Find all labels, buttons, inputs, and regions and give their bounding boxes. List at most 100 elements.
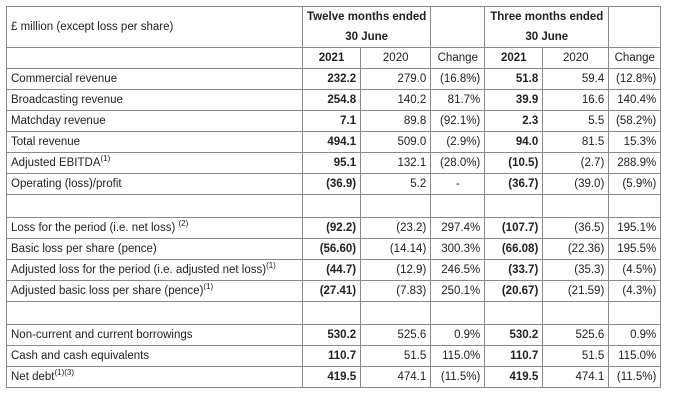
value-2020-12m: 279.0 — [360, 68, 432, 90]
spacer-cell — [430, 301, 486, 325]
twelve-months-header: Twelve months ended 30 June — [301, 6, 432, 48]
value-2021-3m: (20.67) — [484, 280, 544, 302]
row-label-cell: Cash and cash equivalents — [6, 345, 303, 367]
column-header-row: 2021 2020 Change 2021 2020 Change — [6, 47, 662, 69]
value-2021-12m: (36.9) — [301, 173, 362, 195]
col-2021-3m: 2021 — [484, 47, 544, 69]
financial-summary-table: £ million (except loss per share) Twelve… — [6, 6, 662, 388]
value-2020-12m: 140.2 — [360, 89, 432, 111]
spacer-cell — [360, 301, 432, 325]
row-label: Basic loss per share (pence) — [11, 243, 157, 255]
row-label-cell: Adjusted basic loss per share (pence)(1) — [6, 280, 303, 302]
row-label-cell: Non-current and current borrowings — [6, 324, 303, 346]
row-label: Adjusted loss for the period (i.e. adjus… — [11, 264, 267, 276]
row-label-cell: Basic loss per share (pence) — [6, 238, 303, 260]
value-2020-12m: 132.1 — [360, 152, 432, 174]
column-header-blank — [6, 47, 303, 69]
row-label: Cash and cash equivalents — [11, 350, 150, 362]
value-2021-3m: 51.8 — [484, 68, 544, 90]
value-2021-12m: 254.8 — [301, 89, 362, 111]
value-2021-12m: (27.41) — [301, 280, 362, 302]
row-label: Commercial revenue — [11, 73, 118, 85]
value-2020-3m: 525.6 — [542, 324, 610, 346]
row-label: Total revenue — [11, 136, 81, 148]
value-2021-3m: 39.9 — [484, 89, 544, 111]
footnote-marker: (1) — [266, 261, 276, 271]
value-2021-12m: (92.2) — [301, 217, 362, 239]
value-change-3m: 15.3% — [608, 131, 662, 153]
value-2021-12m: 494.1 — [301, 131, 362, 153]
value-2020-12m: 89.8 — [360, 110, 432, 132]
twelve-months-sublabel: 30 June — [345, 31, 389, 43]
col-change-12m: Change — [430, 47, 486, 69]
row-label-cell: Total revenue — [6, 131, 303, 153]
value-change-3m: 288.9% — [608, 152, 662, 174]
row-label: Matchday revenue — [11, 115, 106, 127]
value-2021-12m: 110.7 — [301, 345, 362, 367]
three-months-header: Three months ended 30 June — [484, 6, 610, 48]
section-spacer-row — [6, 194, 662, 218]
table-row: Loss for the period (i.e. net loss) (2)(… — [6, 217, 662, 239]
row-label-cell: Net debt(1)(3) — [6, 366, 303, 388]
value-2020-3m: (39.0) — [542, 173, 610, 195]
spacer-cell — [430, 194, 486, 218]
table-row: Adjusted loss for the period (i.e. adjus… — [6, 259, 662, 281]
section-spacer-row — [6, 301, 662, 325]
value-change-12m: 297.4% — [430, 217, 486, 239]
spacer-cell — [301, 194, 362, 218]
value-2020-12m: 474.1 — [360, 366, 432, 388]
value-change-12m: 300.3% — [430, 238, 486, 260]
spacer-cell — [608, 194, 662, 218]
row-label-cell: Broadcasting revenue — [6, 89, 303, 111]
value-2020-12m: (14.14) — [360, 238, 432, 260]
row-label-cell: Operating (loss)/profit — [6, 173, 303, 195]
header-blank-cell — [608, 6, 662, 48]
three-months-sublabel: 30 June — [525, 31, 569, 43]
value-2021-12m: (56.60) — [301, 238, 362, 260]
row-label: Broadcasting revenue — [11, 94, 123, 106]
value-2020-12m: (7.83) — [360, 280, 432, 302]
header-title: £ million (except loss per share) — [6, 6, 303, 48]
row-label: Non-current and current borrowings — [11, 329, 193, 341]
value-2021-3m: (33.7) — [484, 259, 544, 281]
spacer-cell — [6, 301, 303, 325]
table-row: Cash and cash equivalents 110.7 51.5 115.0%… — [6, 345, 662, 367]
row-label: Adjusted EBITDA — [11, 157, 101, 169]
footnote-marker: (1)(3) — [54, 368, 75, 378]
value-2021-12m: 95.1 — [301, 152, 362, 174]
value-2020-3m: (35.3) — [542, 259, 610, 281]
table-row: Total revenue 494.1 509.0 (2.9%) 94.0 81.5 15.… — [6, 131, 662, 153]
value-change-3m: 195.5% — [608, 238, 662, 260]
table-row: Net debt(1)(3) 419.5 474.1 (11.5%) 419.5 474.… — [6, 366, 662, 388]
twelve-months-label: Twelve months ended — [307, 11, 427, 23]
table-row: Adjusted EBITDA(1) 95.1 132.1 (28.0%) (10.5)… — [6, 152, 662, 174]
header-blank-cell — [430, 6, 486, 48]
value-change-12m: 115.0% — [430, 345, 486, 367]
value-change-3m: 0.9% — [608, 324, 662, 346]
value-change-12m: - — [430, 173, 486, 195]
value-change-12m: (2.9%) — [430, 131, 486, 153]
value-change-12m: 81.7% — [430, 89, 486, 111]
value-change-12m: (11.5%) — [430, 366, 486, 388]
value-2020-3m: (36.5) — [542, 217, 610, 239]
value-2021-12m: 232.2 — [301, 68, 362, 90]
value-2020-12m: 5.2 — [360, 173, 432, 195]
value-change-12m: 246.5% — [430, 259, 486, 281]
value-2021-3m: (36.7) — [484, 173, 544, 195]
value-2020-3m: (2.7) — [542, 152, 610, 174]
value-change-3m: (12.8%) — [608, 68, 662, 90]
row-label-cell: Loss for the period (i.e. net loss) (2) — [6, 217, 303, 239]
value-2020-12m: (23.2) — [360, 217, 432, 239]
table-row: Matchday revenue 7.1 89.8 (92.1%) 2.3 5.5 (58.… — [6, 110, 662, 132]
value-change-3m: (58.2%) — [608, 110, 662, 132]
value-change-3m: (4.5%) — [608, 259, 662, 281]
value-2021-3m: (10.5) — [484, 152, 544, 174]
col-change-3m: Change — [608, 47, 662, 69]
spacer-cell — [360, 194, 432, 218]
value-2020-12m: (12.9) — [360, 259, 432, 281]
row-label-cell: Adjusted loss for the period (i.e. adjus… — [6, 259, 303, 281]
value-2020-3m: (22.36) — [542, 238, 610, 260]
value-2021-3m: (66.08) — [484, 238, 544, 260]
table-row: Broadcasting revenue 254.8 140.2 81.7% 39.9 1… — [6, 89, 662, 111]
value-2021-12m: (44.7) — [301, 259, 362, 281]
